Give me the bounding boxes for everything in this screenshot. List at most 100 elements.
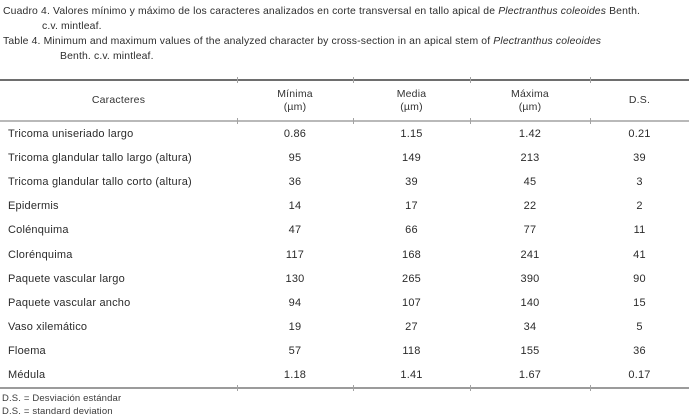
row-value: 47 [288,224,302,237]
table-row: Tricoma glandular tallo largo (altura) 95… [0,146,689,170]
caption-english-text: Table 4. Minimum and maximum values of t… [3,36,494,47]
column-header-unit: (µm) [518,100,542,113]
row-value: 1.18 [283,368,307,381]
row-value: 118 [402,344,421,357]
caption-spanish-text-end: Benth. [606,6,641,17]
column-boundary-tick [353,77,354,83]
row-value: 168 [402,248,421,261]
caption-spanish-line2: c.v. mintleaf. [42,21,102,32]
table-row: Tricoma uniseriado largo 0.86 1.15 1.42 0.21 [0,122,689,146]
footnote-english: D.S. = standard deviation [2,406,113,417]
footnote-spanish: D.S. = Desviación estándar [2,393,122,404]
row-value: 36 [633,344,646,357]
row-value: 39 [405,176,418,189]
row-label: Vaso xilemático [8,320,88,333]
column-header-label: Mínima [277,87,313,100]
row-value: 265 [402,272,421,285]
column-boundary-tick [353,385,354,391]
row-value: 117 [285,248,305,261]
row-value: 130 [285,272,305,285]
table-row: Colénquima 47 66 77 11 [0,218,689,242]
caption-spanish: Cuadro 4. Valores mínimo y máximo de los… [3,4,687,34]
row-value: 1.15 [400,128,423,141]
column-boundary-tick [237,77,238,83]
column-boundary-tick [470,118,471,124]
table-row: Floema 57 118 155 36 [0,339,689,363]
column-header-unit: (µm) [400,100,423,113]
row-value: 11 [633,224,646,237]
row-value: 77 [523,224,537,237]
table-body: Tricoma uniseriado largo 0.86 1.15 1.42 0.21… [0,122,689,387]
row-value: 107 [402,296,421,309]
row-value: 39 [633,152,646,165]
row-value: 45 [523,176,537,189]
row-label: Tricoma glandular tallo corto (altura) [8,176,192,189]
column-header-media: Media (µm) [353,81,470,120]
column-header-caracteres: Caracteres [0,81,237,120]
row-value: 0.21 [628,128,651,141]
column-header-label: Máxima [511,87,549,100]
row-label: Clorénquima [8,248,73,261]
row-value: 17 [405,200,418,213]
row-value: 2 [636,200,643,213]
caption-english: Table 4. Minimum and maximum values of t… [3,34,687,64]
table-row: Epidermis 14 17 22 2 [0,194,689,218]
row-label: Paquete vascular ancho [8,296,131,309]
row-value: 22 [523,200,537,213]
column-boundary-tick [353,118,354,124]
caption-english-line1: Table 4. Minimum and maximum values of t… [3,34,687,49]
column-boundary-tick [237,118,238,124]
row-value: 1.41 [400,368,423,381]
table-row: Clorénquima 117 168 241 41 [0,242,689,266]
row-value: 34 [523,320,537,333]
row-value: 95 [288,152,302,165]
footnotes: D.S. = Desviación estándar D.S. = standa… [2,392,121,418]
column-header-label: Media [396,87,427,100]
row-value: 213 [520,152,540,165]
row-value: 15 [633,296,646,309]
table-bottom-rule [0,385,689,391]
row-label: Tricoma uniseriado largo [8,128,134,141]
row-label: Floema [8,344,46,357]
column-header-unit: (µm) [283,100,307,113]
row-value: 149 [402,152,421,165]
table-header-separator-rule [0,118,689,124]
row-value: 0.17 [628,368,651,381]
row-value: 36 [288,176,302,189]
row-label: Epidermis [8,200,59,213]
column-header-label: D.S. [628,94,651,106]
row-label: Tricoma glandular tallo largo (altura) [8,152,192,165]
row-value: 94 [288,296,302,309]
row-value: 0.86 [283,128,307,141]
row-value: 1.42 [518,128,542,141]
caption-english-line2: Benth. c.v. mintleaf. [60,51,154,62]
column-boundary-tick [590,385,591,391]
row-label: Médula [8,368,46,381]
species-name-italic: Plectranthus coleoides [493,36,602,47]
row-value: 155 [520,344,540,357]
table-top-rule [0,77,689,83]
column-header-minima: Mínima (µm) [237,81,353,120]
row-value: 57 [288,344,302,357]
row-value: 90 [633,272,646,285]
table-row: Médula 1.18 1.41 1.67 0.17 [0,363,689,387]
table-row: Vaso xilemático 19 27 34 5 [0,315,689,339]
row-value: 5 [636,320,643,333]
row-value: 1.67 [518,368,542,381]
row-label: Colénquima [8,224,69,237]
row-value: 66 [405,224,418,237]
table-row: Paquete vascular largo 130 265 390 90 [0,267,689,291]
table-row: Tricoma glandular tallo corto (altura) 36… [0,170,689,194]
row-value: 14 [288,200,302,213]
column-boundary-tick [470,77,471,83]
caption-spanish-text: Cuadro 4. Valores mínimo y máximo de los… [3,6,499,17]
table-header-row: Caracteres Mínima (µm) Media (µm) Máxima… [0,81,689,120]
species-name-italic: Plectranthus coleoides [498,6,607,17]
caption-spanish-line1: Cuadro 4. Valores mínimo y máximo de los… [3,4,687,19]
row-value: 41 [633,248,646,261]
column-header-ds: D.S. [590,81,689,120]
column-header-maxima: Máxima (µm) [470,81,590,120]
row-value: 19 [288,320,302,333]
column-boundary-tick [590,118,591,124]
